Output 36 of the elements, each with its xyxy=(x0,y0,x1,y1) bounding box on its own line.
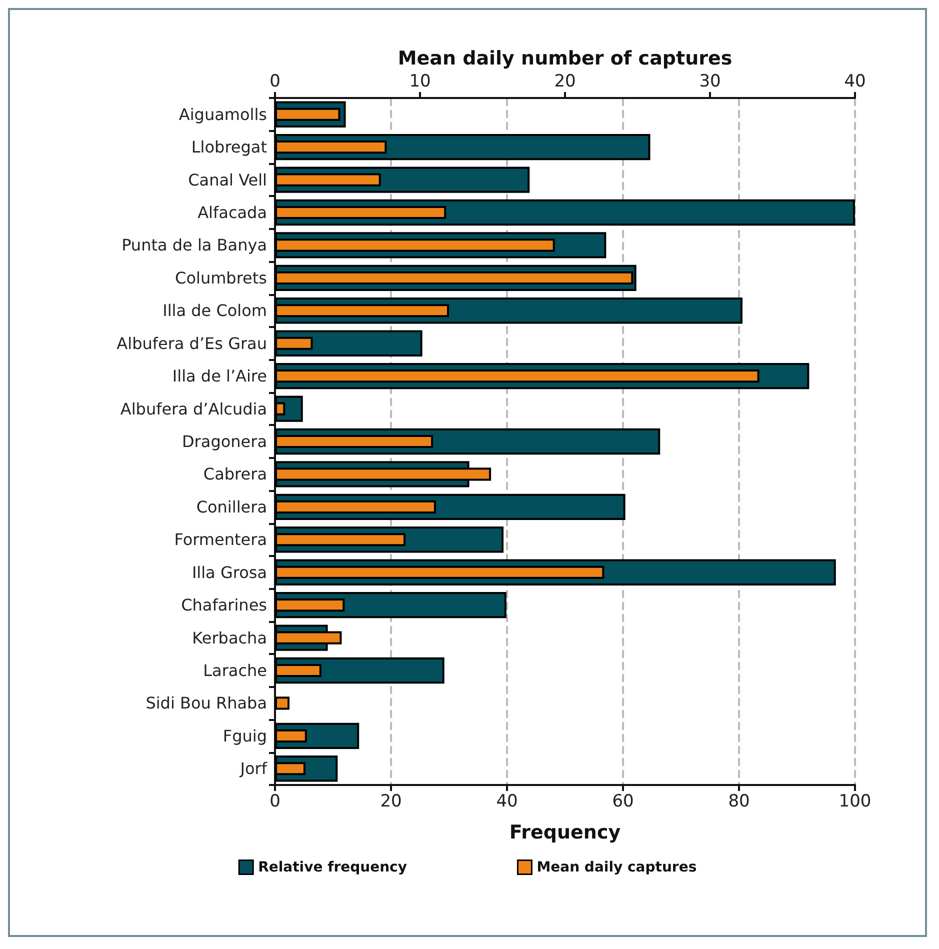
y-tick-label: Alfacada xyxy=(198,203,267,222)
y-tick-label: Chafarines xyxy=(181,596,267,615)
x-tick-label: 0 xyxy=(270,792,280,812)
legend-label: Relative frequency xyxy=(258,859,407,876)
y-tick-label: Illa de Colom xyxy=(162,301,267,320)
y-tick-label: Albufera d’Alcudia xyxy=(120,399,267,418)
y-tick-label: Kerbacha xyxy=(192,628,267,648)
y-tick-label: Canal Vell xyxy=(188,170,267,190)
y-tick-label: Illa de l’Aire xyxy=(172,366,267,386)
x2-tick-label: 0 xyxy=(270,72,280,92)
y-tick-label: Jorf xyxy=(239,759,268,778)
y-tick-label: Cabrera xyxy=(203,464,267,484)
y-tick-label: Punta de la Banya xyxy=(122,236,267,255)
x2-tick-label: 10 xyxy=(409,72,431,92)
x-tick-label: 40 xyxy=(496,792,518,812)
y-tick-label: Sidi Bou Rhaba xyxy=(146,694,267,713)
x-tick-label: 60 xyxy=(612,792,634,812)
x2-tick-label: 30 xyxy=(699,72,721,92)
x2-axis-title: Mean daily number of captures xyxy=(398,48,732,70)
y-tick-label: Conillera xyxy=(196,497,267,516)
legend-label: Mean daily captures xyxy=(536,859,697,876)
x2-tick-label: 40 xyxy=(844,72,866,92)
y-tick-label: Aiguamolls xyxy=(178,104,267,124)
y-tick-label: Illa Grosa xyxy=(192,562,267,582)
y-tick-label: Larache xyxy=(203,661,267,680)
x-tick-label: 100 xyxy=(838,792,872,812)
x2-tick-label: 20 xyxy=(554,72,576,92)
y-tick-label: Columbrets xyxy=(175,268,267,288)
x-tick-label: 20 xyxy=(380,792,402,812)
y-tick-label: Fguig xyxy=(222,726,267,746)
y-tick-label: Formentera xyxy=(174,530,267,550)
x-tick-label: 80 xyxy=(728,792,750,812)
y-tick-label: Llobregat xyxy=(191,138,267,157)
x-axis-title: Frequency xyxy=(509,822,622,844)
y-tick-label: Albufera d’Es Grau xyxy=(116,334,267,353)
y-tick-label: Dragonera xyxy=(182,432,267,451)
